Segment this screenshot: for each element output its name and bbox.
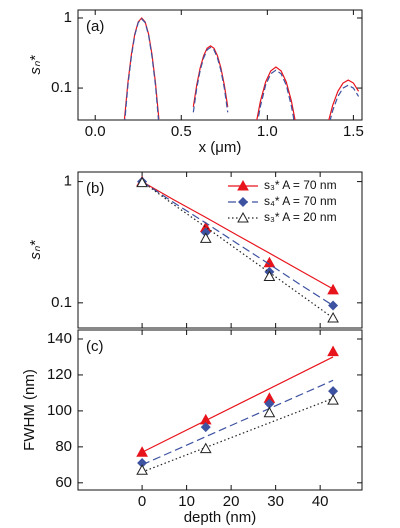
x-tick-label: 20 <box>223 493 240 510</box>
y-axis-label: sₙ* <box>27 239 44 259</box>
legend-marker <box>238 197 248 207</box>
legend-marker <box>237 211 249 223</box>
marker <box>263 270 276 281</box>
plot-area <box>136 345 339 475</box>
legend-label: s₃* A = 70 nm <box>264 178 337 192</box>
legend-label: s₃* A = 20 nm <box>264 210 337 224</box>
marker <box>327 311 339 323</box>
marker <box>199 442 212 454</box>
legend-label: s₄* A = 70 nm <box>264 194 337 208</box>
fit-line <box>141 356 334 453</box>
plot-frame <box>77 9 363 121</box>
marker <box>328 300 339 311</box>
fit-line <box>141 181 334 307</box>
fit-line <box>141 181 334 319</box>
y-tick-label: 80 <box>55 438 72 455</box>
plot-frame <box>77 171 363 329</box>
x-tick-label: 0.5 <box>171 123 192 140</box>
marker <box>327 394 339 405</box>
curve <box>124 18 360 120</box>
fit-line <box>141 397 334 473</box>
marker <box>264 398 275 409</box>
panel-label: (b) <box>86 180 104 197</box>
plot-frame <box>77 329 363 491</box>
marker <box>328 386 339 397</box>
plot-area <box>123 17 360 120</box>
y-tick-label: 0.1 <box>51 294 72 311</box>
marker <box>263 406 276 418</box>
y-tick-label: 0.1 <box>51 79 72 96</box>
marker <box>136 464 148 475</box>
x-tick-label: 0 <box>138 493 146 510</box>
x-axis-label: x (μm) <box>199 139 242 156</box>
y-tick-label: 1 <box>64 173 72 190</box>
marker <box>137 458 148 469</box>
y-axis-label: sₙ* <box>27 54 44 74</box>
panel-label: (a) <box>86 18 104 35</box>
x-tick-label: 40 <box>312 493 329 510</box>
plot-area <box>136 175 339 323</box>
marker <box>136 176 148 188</box>
y-tick-label: 140 <box>47 330 72 347</box>
fit-line <box>141 181 334 290</box>
x-axis-label: depth (nm) <box>184 509 257 526</box>
y-tick-label: 60 <box>55 474 72 491</box>
x-tick-label: 1.5 <box>343 123 364 140</box>
x-tick-label: 0.0 <box>85 123 106 140</box>
marker <box>200 422 211 433</box>
marker <box>136 446 148 457</box>
y-tick-label: 1 <box>64 9 72 26</box>
x-tick-label: 10 <box>178 493 195 510</box>
marker <box>327 345 339 357</box>
fit-line <box>141 379 334 466</box>
x-tick-label: 1.0 <box>257 123 278 140</box>
y-tick-label: 100 <box>47 402 72 419</box>
curve <box>123 17 360 120</box>
x-tick-label: 30 <box>267 493 284 510</box>
marker <box>199 232 212 243</box>
panel-label: (c) <box>86 338 104 355</box>
marker <box>327 283 339 295</box>
y-axis-label: FWHM (nm) <box>21 369 38 451</box>
legend-marker <box>237 179 249 191</box>
y-tick-label: 120 <box>47 366 72 383</box>
